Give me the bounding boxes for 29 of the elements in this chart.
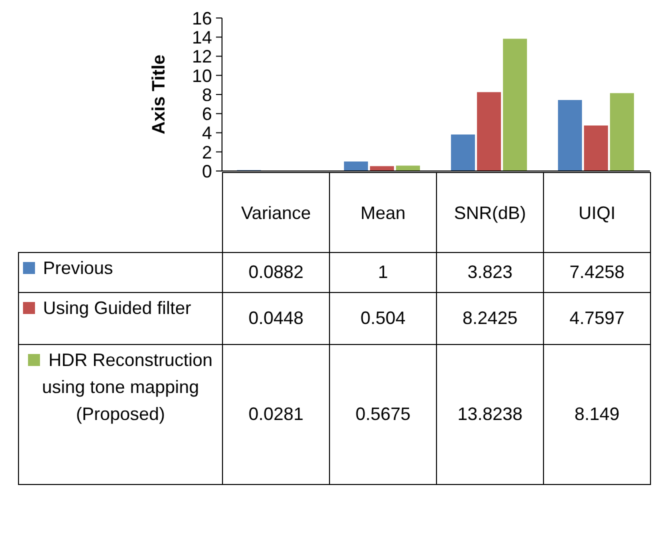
legend-label: HDR Reconstruction using tone mapping (Proposed) (42, 350, 213, 424)
x-tick-label: SNR(dB) (436, 172, 544, 252)
x-tick-label: Mean (330, 172, 436, 252)
data-label: 0.504 (330, 292, 436, 344)
data-label: 0.5675 (330, 344, 436, 484)
y-axis-title: Axis Title (148, 54, 168, 134)
legend-label: Using Guided filter (43, 298, 192, 318)
data-label: 3.823 (436, 252, 544, 292)
data-label: 7.4258 (544, 252, 650, 292)
data-label: 0.0281 (222, 344, 330, 484)
data-label: 4.7597 (544, 292, 650, 344)
x-tick-label: UIQI (544, 172, 650, 252)
data-label: 13.8238 (436, 344, 544, 484)
data-label: 1 (330, 252, 436, 292)
y-tick-label: 2 (202, 142, 212, 162)
y-tick-label: 8 (202, 84, 212, 105)
data-label: 8.2425 (436, 292, 544, 344)
y-tick-label: 6 (202, 104, 212, 124)
legend-label: Previous (43, 258, 114, 278)
data-label: 8.149 (544, 344, 650, 484)
y-tick-label: 12 (192, 46, 212, 67)
x-tick-label: Variance (222, 172, 330, 252)
data-label: 0.0448 (222, 292, 330, 344)
data-label: 0.0882 (222, 252, 330, 292)
y-tick-label: 0 (202, 161, 212, 182)
y-tick-label: 10 (192, 66, 212, 86)
y-tick-label: 16 (192, 8, 212, 28)
y-tick-label: 14 (192, 28, 212, 48)
y-tick-label: 4 (202, 123, 212, 144)
